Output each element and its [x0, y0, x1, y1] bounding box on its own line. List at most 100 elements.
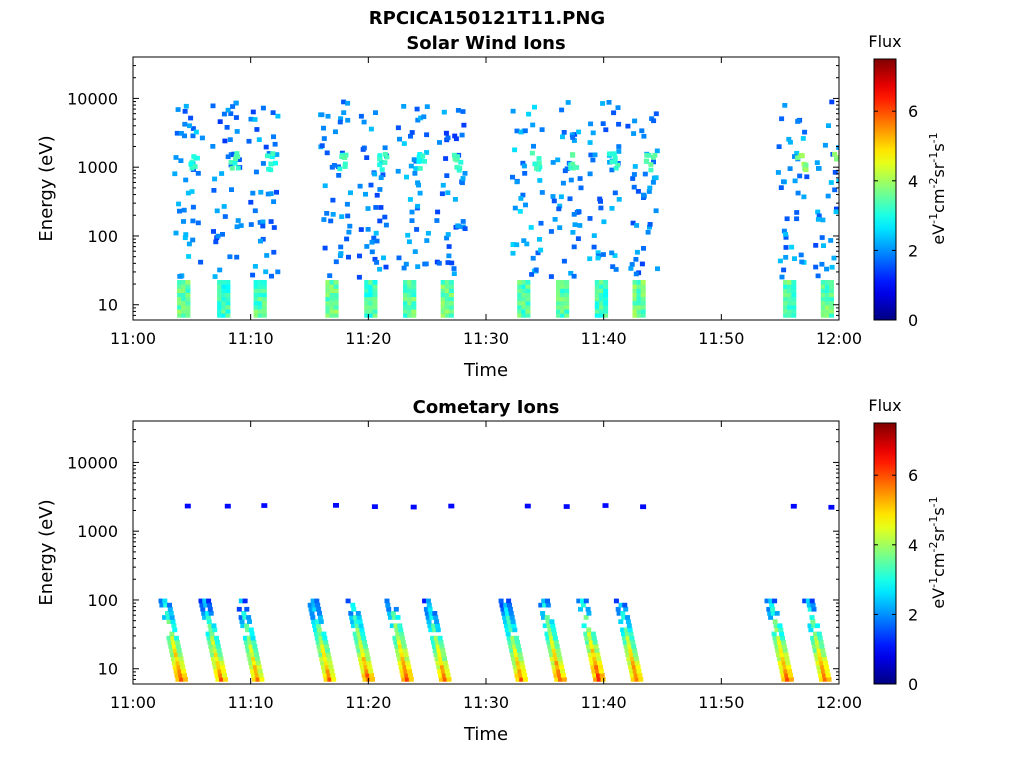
flux-cell [377, 153, 383, 158]
flux-cell [399, 668, 405, 674]
flux-cell [628, 266, 634, 271]
flux-cell [325, 113, 331, 119]
flux-cell [554, 660, 560, 666]
flux-cell [578, 606, 583, 612]
flux-cell [788, 672, 793, 678]
flux-cell [629, 262, 635, 267]
flux-cell [824, 280, 830, 285]
flux-cell [266, 166, 272, 172]
flux-cell [622, 639, 628, 645]
flux-cell [625, 615, 630, 620]
flux-cell [325, 313, 331, 318]
flux-cell [552, 652, 558, 657]
flux-cell [787, 304, 793, 310]
flux-cell [632, 648, 638, 653]
flux-cell [385, 602, 391, 608]
flux-cell [321, 668, 327, 674]
flux-cell [620, 611, 626, 616]
x-tick-label: 11:00 [110, 693, 156, 712]
flux-cell [603, 292, 609, 298]
flux-cell [448, 292, 454, 298]
flux-cell [179, 677, 185, 682]
flux-cell [177, 300, 183, 306]
flux-cell [841, 108, 846, 113]
flux-cell [547, 627, 553, 633]
flux-cell [320, 644, 326, 649]
flux-cell [625, 652, 631, 657]
flux-cell [398, 644, 403, 649]
flux-cell [513, 648, 518, 653]
flux-cell [459, 132, 465, 138]
flux-cell [561, 130, 567, 135]
flux-cell [791, 308, 797, 314]
flux-cell [829, 288, 834, 293]
flux-cell [556, 313, 561, 318]
flux-cell [632, 296, 638, 302]
flux-cell [435, 644, 441, 649]
flux-cell [307, 602, 313, 608]
flux-cell [559, 107, 565, 113]
flux-cell [177, 652, 183, 657]
flux-cell [258, 238, 263, 244]
flux-cell [818, 639, 824, 645]
flux-cell [829, 280, 834, 285]
flux-cell [217, 288, 223, 293]
flux-cell [311, 602, 317, 608]
flux-cell [329, 304, 335, 310]
flux-cell [591, 233, 597, 238]
flux-cell [252, 208, 258, 214]
flux-cell [564, 280, 570, 285]
flux-cell [521, 296, 527, 302]
flux-cell [183, 177, 189, 183]
flux-cell [825, 672, 831, 678]
flux-cell [625, 619, 631, 624]
flux-cell [415, 264, 421, 269]
flux-cell [536, 160, 542, 166]
flux-cell [417, 152, 423, 157]
flux-cell [621, 631, 626, 637]
flux-cell [564, 304, 570, 310]
flux-cell [373, 110, 378, 115]
flux-cell [803, 167, 809, 173]
flux-cell [440, 296, 446, 302]
flux-cell [169, 631, 175, 637]
flux-cell [791, 292, 797, 298]
flux-cell [422, 598, 428, 604]
flux-cell [269, 161, 275, 167]
flux-cell [806, 602, 812, 608]
flux-cell [599, 280, 604, 285]
flux-cell [446, 244, 452, 249]
flux-cell [634, 660, 640, 666]
flux-cell [355, 611, 361, 616]
flux-cell [583, 631, 589, 637]
flux-cell [433, 635, 439, 641]
flux-cell [191, 154, 197, 159]
flux-cell [328, 664, 334, 670]
flux-cell [325, 284, 331, 289]
flux-cell [208, 611, 214, 616]
flux-cell [810, 619, 816, 624]
flux-cell [603, 280, 609, 285]
flux-cell [828, 238, 834, 243]
flux-cell [175, 107, 181, 112]
flux-cell [519, 660, 525, 666]
flux-cell [777, 660, 783, 666]
flux-cell [653, 111, 659, 117]
flux-cell [407, 308, 413, 314]
flux-cell [166, 635, 172, 641]
flux-cell [359, 644, 365, 649]
flux-cell [315, 639, 321, 645]
flux-cell [603, 296, 609, 302]
flux-cell [531, 143, 536, 149]
flux-cell [326, 656, 332, 662]
flux-cell [521, 288, 527, 293]
flux-cell [222, 214, 228, 219]
flux-cell [368, 300, 374, 306]
flux-cell [253, 304, 259, 310]
flux-cell [591, 635, 597, 641]
flux-cell [511, 639, 517, 645]
flux-cell [444, 235, 450, 241]
flux-cell [255, 660, 261, 666]
flux-cell [594, 308, 600, 314]
flux-cell [599, 304, 604, 310]
